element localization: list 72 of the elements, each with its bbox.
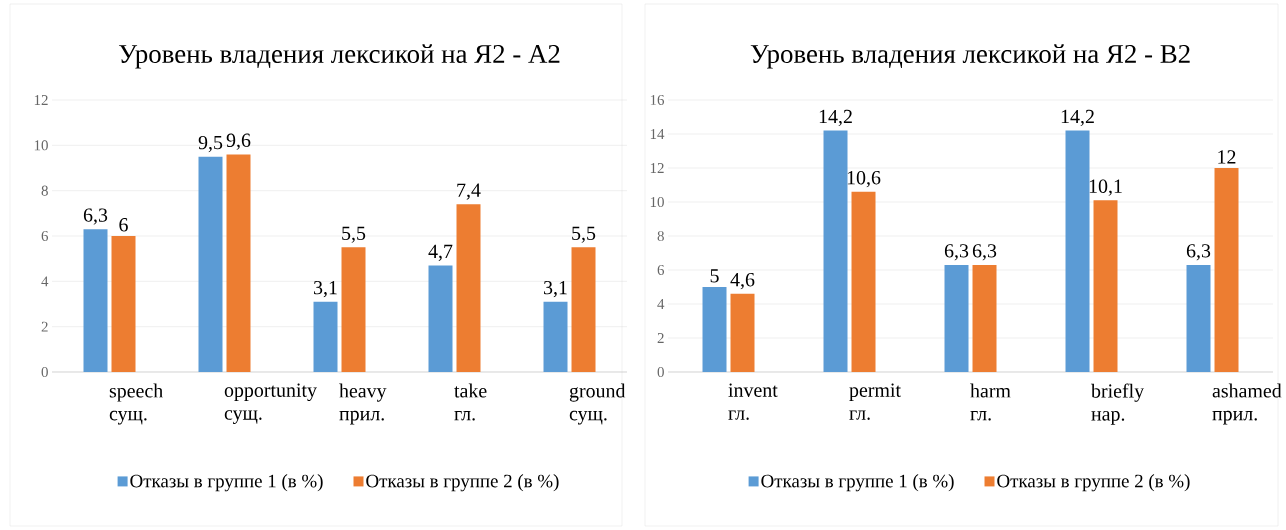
bar [823, 130, 848, 372]
y-tick-label: 4 [41, 276, 49, 287]
y-tick-label: 10 [650, 196, 664, 208]
data-label: 3,1 [544, 280, 567, 298]
y-tick-label: 0 [657, 366, 664, 378]
data-label: 10,6 [847, 170, 881, 188]
data-label: 4,7 [428, 244, 453, 261]
data-label: 9,6 [226, 133, 251, 150]
data-label: 6,3 [944, 244, 969, 261]
y-tick-label: 12 [650, 163, 664, 173]
x-tick-label: speech сущ. [109, 383, 163, 425]
bar [730, 293, 755, 372]
y-tick-label: 8 [657, 230, 664, 242]
y-tick-label: 12 [34, 95, 48, 105]
legend-label: Отказы в группе 2 (в %) [366, 474, 559, 492]
y-tick-label: 8 [41, 185, 48, 196]
bar [851, 191, 876, 372]
chart-title: Уровень владения лексикой на Я2 - А2 [118, 44, 560, 69]
y-tick-label: 4 [657, 299, 665, 309]
bar [111, 236, 136, 372]
chart-title: Уровень владения лексикой на Я2 - В2 [750, 44, 1190, 69]
data-label: 9,5 [198, 135, 223, 153]
y-tick-label: 6 [657, 264, 665, 276]
bar [1065, 130, 1090, 372]
y-tick-label: 6 [41, 230, 49, 242]
data-label: 5,5 [572, 226, 596, 243]
bar [198, 156, 223, 372]
x-tick-label: opportunity сущ. [224, 383, 317, 424]
x-tick-label: harm гл. [970, 383, 1011, 421]
data-label: 5,5 [342, 226, 366, 243]
data-label: 10,1 [1089, 179, 1122, 196]
x-tick-label: ashamed прил. [1212, 383, 1282, 425]
data-label: 5 [710, 269, 719, 283]
bar [226, 154, 251, 372]
x-tick-label: permit гл. [849, 383, 901, 420]
y-tick-label: 14 [650, 129, 665, 139]
x-tick-label: heavy прил. [339, 383, 387, 425]
x-tick-label: invent гл. [728, 383, 778, 420]
x-tick-label: take гл. [454, 383, 487, 421]
bar [944, 264, 969, 372]
data-label: 6,3 [83, 208, 108, 225]
data-label: 7,4 [457, 183, 481, 200]
legend-label: Отказы в группе 1 (в %) [130, 474, 323, 492]
y-tick-label: 2 [657, 333, 664, 343]
y-tick-label: 0 [41, 366, 48, 378]
bar [341, 247, 366, 372]
data-label: 6,3 [972, 244, 997, 261]
data-label: 6 [119, 218, 128, 232]
data-label: 6,3 [1186, 244, 1211, 261]
bar [313, 301, 338, 372]
data-label: 3,1 [314, 280, 337, 298]
bar [571, 247, 596, 372]
bar [1214, 168, 1239, 372]
legend-label: Отказы в группе 2 (в %) [997, 474, 1190, 492]
y-tick-label: 16 [650, 94, 665, 106]
y-tick-label: 2 [41, 321, 48, 332]
bar [543, 301, 568, 372]
bar [702, 287, 727, 372]
bar [1093, 200, 1118, 372]
bar [428, 265, 453, 372]
bar [456, 204, 481, 372]
x-tick-label: ground сущ. [569, 383, 626, 425]
bar [83, 229, 108, 372]
data-label: 14,2 [1061, 109, 1094, 127]
data-label: 14,2 [819, 109, 852, 127]
data-label: 12 [1218, 150, 1236, 164]
x-tick-label: briefly нар. [1091, 383, 1145, 425]
bar [972, 264, 997, 372]
y-tick-label: 10 [34, 140, 48, 151]
bar [1186, 264, 1211, 372]
data-label: 4,6 [730, 273, 755, 290]
legend-label: Отказы в группе 1 (в %) [761, 474, 954, 492]
